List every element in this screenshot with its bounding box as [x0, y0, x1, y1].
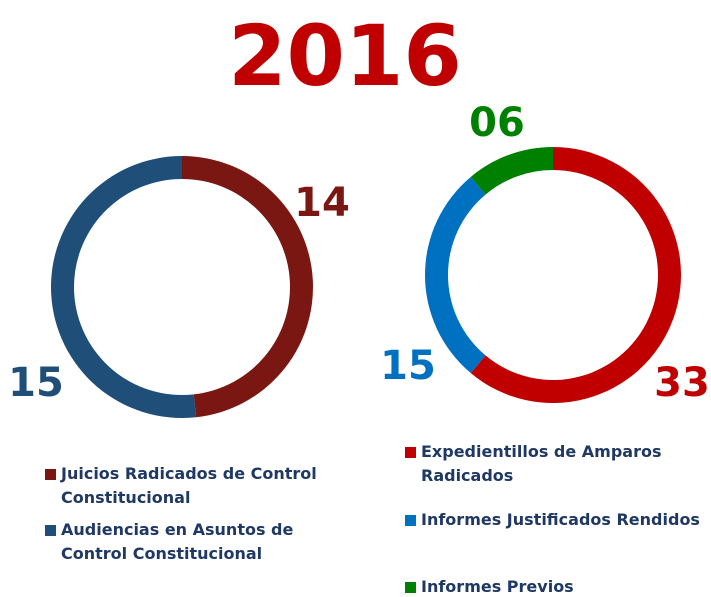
- legend-swatch: [45, 469, 56, 480]
- legend-item: Audiencias en Asuntos de Control Constit…: [45, 518, 341, 566]
- legend-label: Expedientillos de Amparos Radicados: [421, 442, 662, 485]
- data-label: 06: [469, 100, 525, 146]
- title: 2016: [228, 7, 462, 105]
- data-label: 14: [294, 180, 350, 226]
- donut-segment: [51, 156, 197, 418]
- donut-segment: [470, 147, 553, 195]
- legend-item: Expedientillos de Amparos Radicados: [405, 440, 711, 488]
- legend-swatch: [405, 515, 416, 526]
- legend-label: Audiencias en Asuntos de Control Constit…: [61, 520, 294, 563]
- data-label: 33: [654, 360, 710, 406]
- legend-label: Juicios Radicados de Control Constitucio…: [61, 464, 317, 507]
- data-label: 15: [8, 360, 64, 406]
- legend-item: Juicios Radicados de Control Constitucio…: [45, 462, 341, 510]
- donut-segment: [182, 156, 314, 418]
- legend-item: Informes Justificados Rendidos: [405, 508, 711, 532]
- legend-label: Informes Previos: [421, 577, 574, 596]
- donut-segment: [424, 176, 486, 374]
- data-label: 15: [380, 343, 436, 389]
- legend-item: Informes Previos: [405, 575, 711, 597]
- legend-label: Informes Justificados Rendidos: [421, 510, 700, 529]
- legend-swatch: [405, 582, 416, 593]
- legend-swatch: [405, 447, 416, 458]
- donut-segment: [470, 147, 681, 404]
- legend-swatch: [45, 525, 56, 536]
